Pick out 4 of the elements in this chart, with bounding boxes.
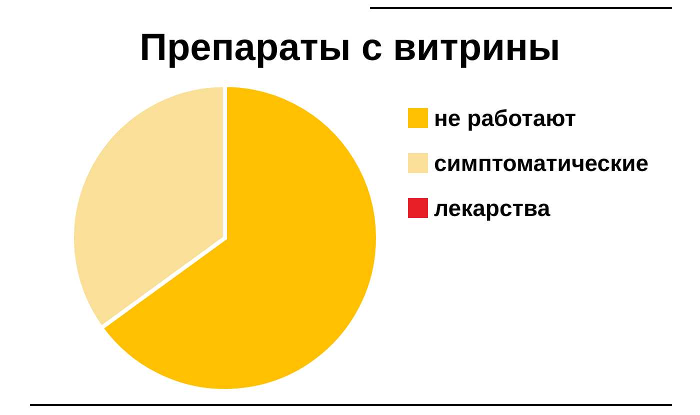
legend-label: симптоматические	[434, 150, 649, 176]
legend-label: лекарства	[434, 195, 550, 221]
legend-label: не работают	[434, 105, 576, 131]
chart-title: Препараты с витрины	[140, 27, 560, 69]
